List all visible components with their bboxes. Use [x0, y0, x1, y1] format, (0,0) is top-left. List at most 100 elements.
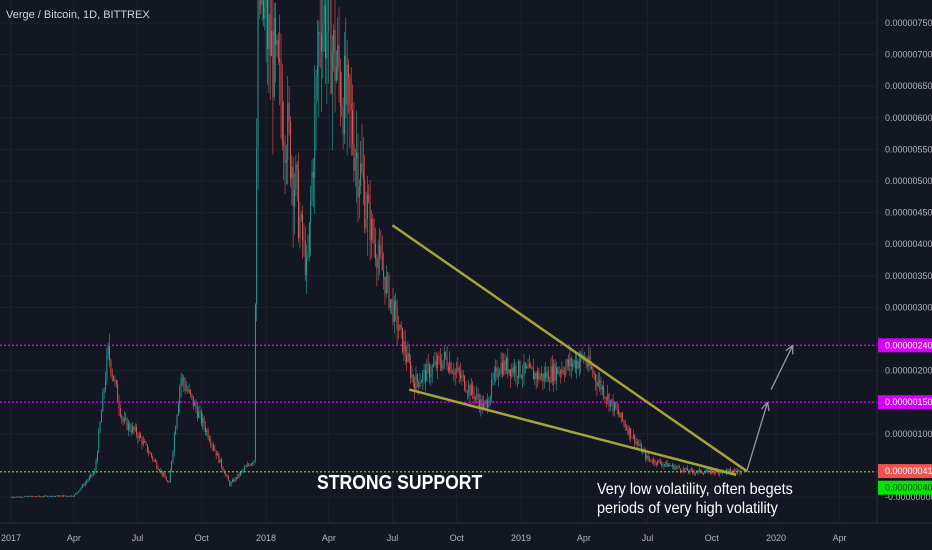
candle-body	[728, 469, 730, 470]
candle-body	[568, 359, 569, 367]
candle-body	[173, 434, 175, 451]
candle-body	[325, 5, 326, 59]
candle-body	[523, 362, 525, 376]
projection-arrow-line[interactable]	[770, 345, 794, 390]
candle-body	[373, 237, 375, 244]
candle-body	[356, 152, 358, 158]
candle-body	[371, 218, 372, 240]
candle-body	[69, 495, 71, 497]
candle-body	[516, 376, 518, 378]
candle-body	[608, 393, 610, 407]
candle-body	[555, 367, 557, 381]
candle-body	[678, 466, 680, 469]
candle-body	[179, 387, 181, 405]
projection-arrowhead	[766, 402, 770, 412]
candle-body	[21, 497, 23, 498]
candle-body	[496, 367, 498, 378]
candle-body	[30, 496, 32, 497]
candle-body	[611, 399, 613, 401]
candle-body	[40, 496, 42, 498]
candle-body	[636, 441, 638, 444]
candle-body	[661, 463, 663, 466]
candle-body	[487, 400, 488, 408]
candle-body	[290, 121, 291, 179]
time-tick-label: Jul	[132, 533, 144, 543]
candle-body	[47, 495, 48, 497]
candle-body	[122, 417, 124, 422]
candle-body	[171, 461, 173, 471]
candle-body	[276, 39, 278, 45]
candle-body	[190, 390, 191, 394]
candle-body	[357, 152, 359, 198]
time-tick-label: Jul	[387, 533, 399, 543]
candle-body	[353, 144, 355, 172]
candle-body	[98, 431, 100, 453]
candle-body	[57, 495, 59, 497]
candle-body	[288, 102, 290, 122]
candle-body	[38, 495, 40, 497]
candle-body	[244, 467, 245, 471]
candle-body	[307, 253, 309, 258]
candle-body	[492, 379, 494, 381]
candle-body	[41, 496, 43, 498]
candle-body	[167, 480, 169, 482]
candle-body	[169, 470, 171, 483]
candle-body	[322, 23, 324, 52]
candle-body	[182, 377, 183, 379]
time-tick-label: Apr	[577, 533, 591, 543]
candle-body	[287, 102, 289, 160]
candle-body	[234, 477, 236, 482]
candle-body	[222, 467, 224, 471]
candle-body	[443, 352, 445, 361]
candle-body	[164, 473, 166, 478]
candle-body	[265, 0, 267, 8]
price-tick-label: 0.00000600	[885, 113, 932, 123]
candle-body	[15, 496, 17, 498]
candle-body	[80, 487, 82, 490]
candle-body	[230, 482, 232, 486]
time-tick-label: Oct	[450, 533, 465, 543]
candle-body	[658, 460, 660, 462]
candle-body	[641, 444, 642, 453]
candle-body	[534, 373, 536, 380]
support-price-badge	[878, 480, 932, 495]
candle-body	[488, 402, 490, 408]
candle-body	[388, 276, 390, 308]
candle-body	[692, 469, 694, 472]
candle-body	[128, 423, 129, 430]
candle-body	[156, 461, 158, 468]
candle-body	[91, 474, 93, 476]
candle-body	[196, 408, 198, 418]
candle-body	[445, 352, 447, 357]
candle-body	[673, 464, 675, 470]
wedge-upper-line[interactable]	[391, 224, 748, 473]
candle-body	[665, 461, 667, 465]
candle-body	[56, 495, 58, 497]
candle-body	[195, 402, 197, 409]
candle-body	[612, 399, 614, 412]
candle-body	[375, 243, 376, 260]
time-tick-label: Oct	[195, 533, 210, 543]
candle-body	[187, 389, 189, 392]
candle-body	[720, 471, 722, 473]
candle-body	[561, 369, 563, 374]
candle-body	[191, 393, 193, 397]
candle-body	[372, 218, 374, 238]
candle-body	[557, 367, 559, 374]
candle-body	[495, 367, 497, 372]
candle-body	[472, 384, 474, 394]
candle-body	[304, 241, 306, 276]
wedge-lower-line[interactable]	[408, 388, 737, 477]
candle-body	[406, 355, 407, 362]
candle-body	[308, 222, 310, 254]
candle-body	[36, 496, 38, 498]
candle-body	[674, 467, 676, 470]
projection-arrow-line[interactable]	[746, 402, 769, 472]
candle-body	[285, 159, 287, 163]
candle-body	[400, 324, 402, 328]
candle-body	[740, 473, 742, 475]
candle-body	[188, 390, 190, 392]
candle-body	[506, 358, 507, 371]
candle-body	[666, 461, 668, 467]
